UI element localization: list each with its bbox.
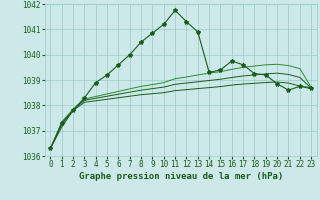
X-axis label: Graphe pression niveau de la mer (hPa): Graphe pression niveau de la mer (hPa) — [79, 172, 283, 181]
